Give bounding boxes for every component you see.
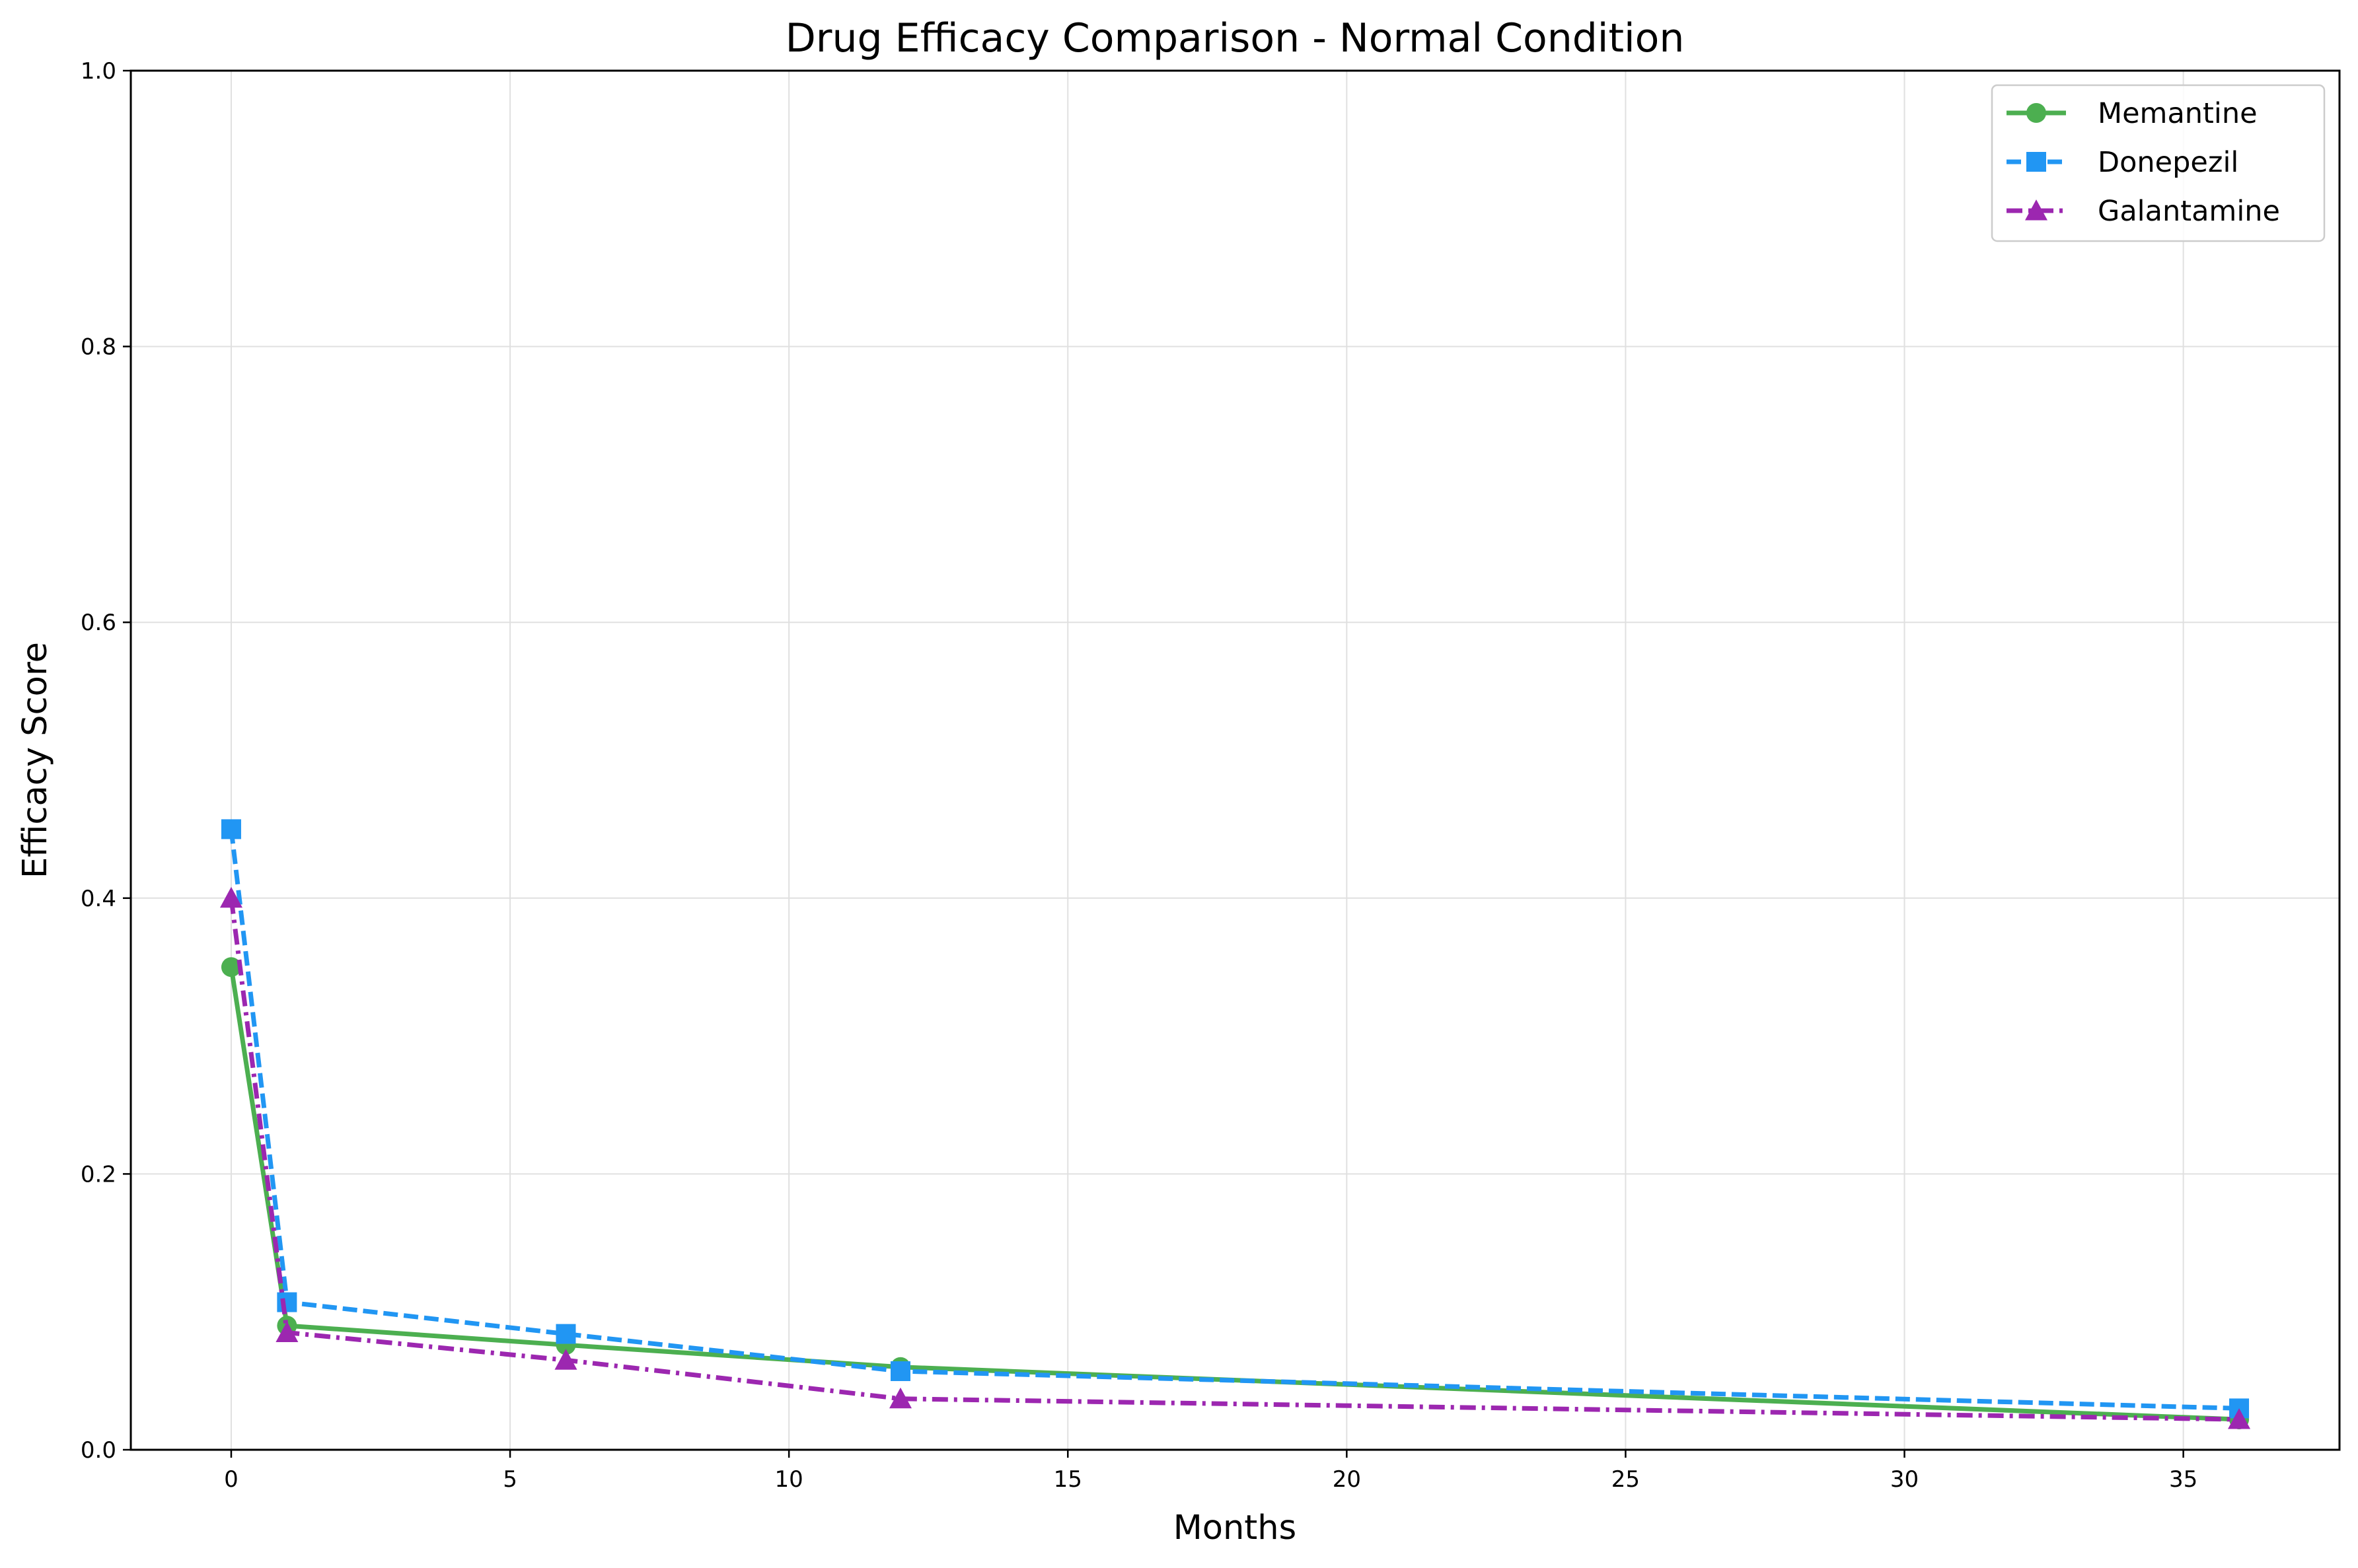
legend-label: Memantine [2098,97,2258,130]
donepezil-point [277,1292,297,1312]
legend-label: Galantamine [2098,195,2280,228]
x-axis-label: Months [1173,1509,1296,1548]
x-tick-label: 35 [2169,1466,2197,1493]
donepezil-point [890,1361,910,1381]
series-donepezil [221,819,2250,1419]
galantamine-point [889,1387,912,1409]
donepezil-point [556,1324,576,1344]
galantamine-point [554,1349,577,1370]
galantamine-point [276,1321,299,1342]
legend: Memantine Donepezil Galantamine [1991,84,2326,242]
donepezil-point [221,819,241,839]
legend-item-memantine: Memantine [2007,97,2258,130]
x-tick-label: 25 [1611,1466,1640,1493]
x-tick-label: 5 [503,1466,517,1493]
galantamine-point [2228,1408,2251,1429]
memantine-line [229,966,2240,1422]
legend-box [1991,84,2326,242]
y-tick-label: 0.0 [81,1437,116,1464]
galantamine-point [219,886,242,908]
y-tick-label: 0.8 [81,334,116,361]
legend-swatch-marker [2026,152,2046,172]
series-galantamine [219,886,2251,1429]
legend-label: Donepezil [2098,146,2238,179]
y-axis-label: Efficacy Score [16,642,55,878]
y-tick-label: 0.2 [81,1161,116,1188]
grid [131,70,2340,1450]
legend-swatch-marker [2025,199,2047,221]
donepezil-line [229,828,2240,1411]
plot-frame [129,69,2341,1451]
legend-swatch-marker [2026,103,2046,123]
memantine-point [221,957,241,978]
x-tick-label: 30 [1890,1466,1919,1493]
x-tick-label: 15 [1054,1466,1082,1493]
y-tick-label: 0.6 [81,610,116,636]
x-tick-label: 10 [775,1466,803,1493]
y-tick-label: 0.4 [81,886,116,912]
axis-ticks: 0 5 10 15 20 25 30 35 0.0 0.2 0.4 0.6 0.8 1.0 [81,58,2197,1493]
chart-title: Drug Efficacy Comparison - Normal Condit… [786,15,1685,61]
series-memantine [221,957,2250,1430]
x-tick-label: 0 [224,1466,239,1493]
series-layer [219,819,2251,1430]
x-tick-label: 20 [1333,1466,1361,1493]
legend-item-galantamine: Galantamine [2007,195,2280,228]
legend-item-donepezil: Donepezil [2007,146,2238,179]
y-tick-label: 1.0 [81,58,116,85]
